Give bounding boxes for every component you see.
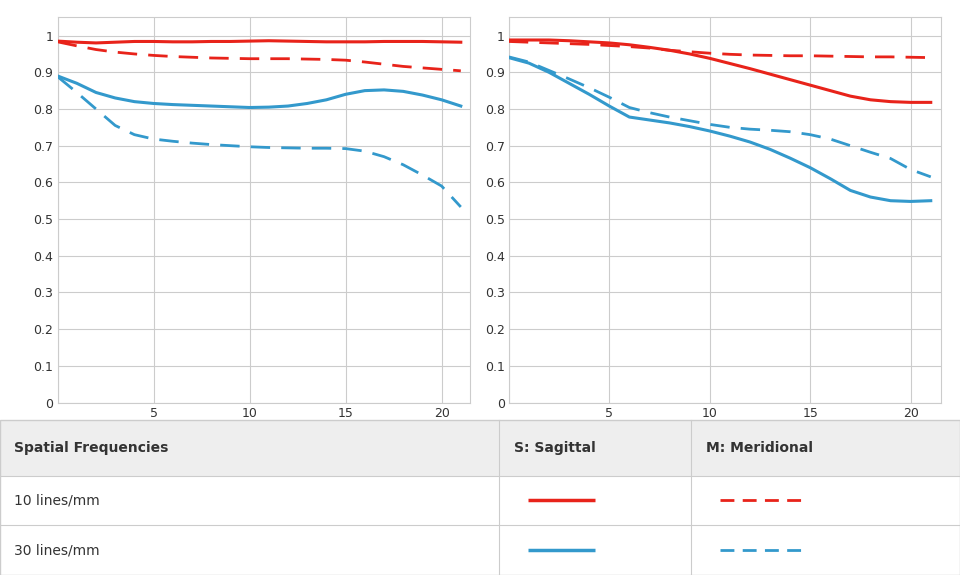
Bar (0, 420, 960, 476)
Text: • Tele: • Tele (505, 0, 548, 2)
Legend: S10, M10, S30, M30: S10, M10, S30, M30 (509, 440, 811, 463)
Legend: S10, M10, S30, M30: S10, M10, S30, M30 (51, 440, 353, 463)
Bar (0, 476, 960, 526)
Text: f=4: f=4 (916, 441, 941, 455)
Text: S: Sagittal: S: Sagittal (514, 440, 595, 455)
Bar (0, 526, 960, 575)
Text: Spatial Frequencies: Spatial Frequencies (14, 440, 169, 455)
Text: f=4: f=4 (445, 441, 470, 455)
Text: M: Meridional: M: Meridional (706, 440, 812, 455)
Text: 30 lines/mm: 30 lines/mm (14, 543, 100, 557)
Text: 10 lines/mm: 10 lines/mm (14, 493, 100, 508)
Text: • Wide: • Wide (54, 0, 106, 2)
